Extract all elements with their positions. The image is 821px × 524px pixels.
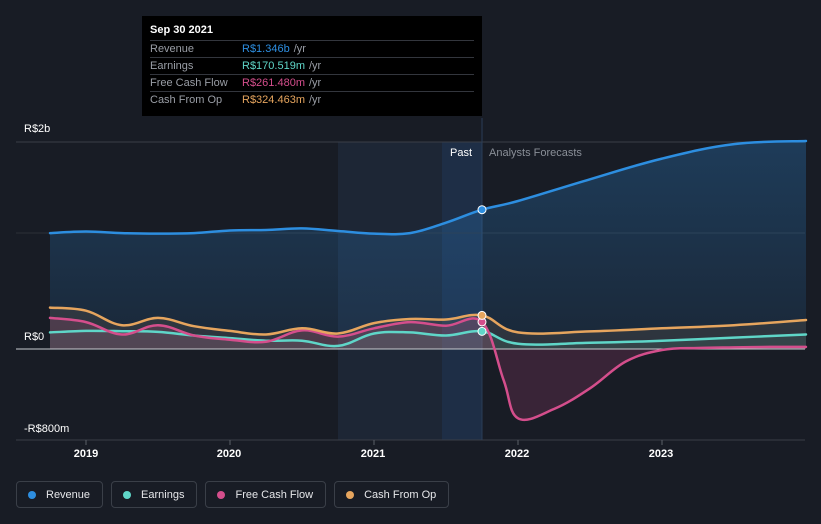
past-label: Past — [450, 147, 473, 159]
tooltip-unit: /yr — [293, 43, 306, 55]
tooltip-value: R$170.519m — [242, 60, 305, 72]
legend: Revenue Earnings Free Cash Flow Cash Fro… — [16, 481, 450, 508]
tooltip-label: Revenue — [150, 43, 195, 55]
free-cash-flow-dot-icon — [217, 490, 226, 499]
earnings-line — [48, 329, 808, 348]
revenue-area — [50, 141, 806, 349]
tooltip-unit: /yr — [309, 94, 322, 106]
tooltip-label: Cash From Op — [150, 94, 223, 106]
tooltip-unit: /yr — [309, 60, 322, 72]
earnings-area — [50, 330, 806, 349]
tooltip-row-cash-from-op: Cash From Op R$324.463m /yr — [150, 91, 474, 108]
revenue-dot-icon — [28, 490, 36, 499]
revenue-marker — [477, 205, 487, 215]
tooltip: Sep 30 2021 Revenue R$1.346b /yr Earning… — [142, 16, 482, 116]
tooltip-value: R$1.346b — [242, 43, 290, 55]
legend-item-free-cash-flow[interactable]: Free Cash Flow — [205, 481, 327, 508]
legend-label: Earnings — [141, 488, 185, 501]
y-tick-label-bottom: -R$800m — [24, 423, 70, 435]
tooltip-label: Earnings — [150, 60, 194, 72]
y-tick-label-top: R$2b — [24, 123, 51, 135]
cash-from-op-dot-icon — [346, 490, 355, 499]
forecast-label: Analysts Forecasts — [489, 147, 582, 159]
tooltip-row-free-cash-flow: Free Cash Flow R$261.480m /yr — [150, 74, 474, 91]
tooltip-row-revenue: Revenue R$1.346b /yr — [150, 40, 474, 57]
cash-from-op-marker — [477, 310, 487, 320]
x-tick-label-2020: 2020 — [216, 448, 242, 460]
free-cash-flow-area — [50, 317, 806, 420]
legend-label: Revenue — [46, 488, 91, 501]
y-tick-label-zero: R$0 — [24, 331, 45, 343]
earnings-dot-icon — [123, 490, 132, 499]
tooltip-value: R$261.480m — [242, 77, 305, 89]
earnings-marker — [477, 326, 487, 336]
free-cash-flow-line — [48, 316, 808, 422]
tooltip-row-earnings: Earnings R$170.519m /yr — [150, 57, 474, 74]
legend-label: Cash From Op — [364, 488, 437, 501]
tooltip-unit: /yr — [309, 77, 322, 89]
cash-from-op-line — [48, 306, 808, 336]
tooltip-value: R$324.463m — [242, 94, 305, 106]
revenue-line — [48, 139, 808, 236]
x-tick-label-2022: 2022 — [504, 448, 530, 460]
legend-item-revenue[interactable]: Revenue — [16, 481, 104, 508]
x-tick-label-2021: 2021 — [360, 448, 386, 460]
tooltip-date: Sep 30 2021 — [150, 24, 213, 36]
legend-label: Free Cash Flow — [235, 488, 314, 501]
legend-item-earnings[interactable]: Earnings — [111, 481, 198, 508]
tooltip-label: Free Cash Flow — [150, 77, 228, 89]
legend-item-cash-from-op[interactable]: Cash From Op — [334, 481, 450, 508]
x-tick-label-2019: 2019 — [73, 448, 99, 460]
x-tick-label-2023: 2023 — [648, 448, 674, 460]
